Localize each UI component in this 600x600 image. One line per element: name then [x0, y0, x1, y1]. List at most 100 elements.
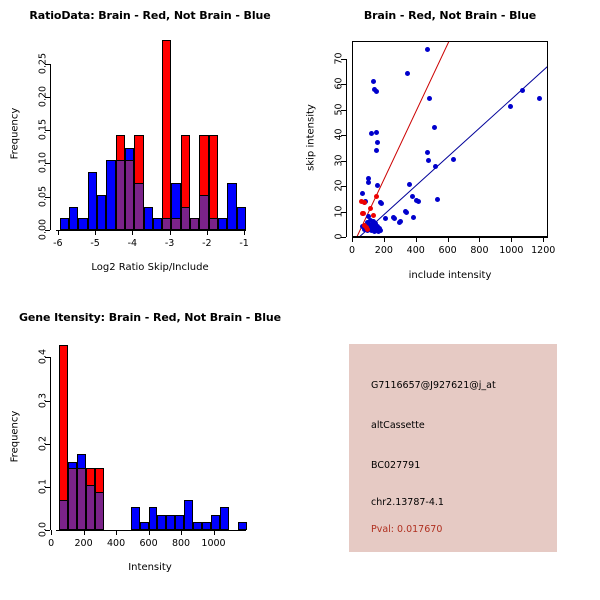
x-tick-label: 400	[107, 538, 126, 549]
scatter-point-not-brain	[366, 179, 372, 185]
gene-y-axis-line	[50, 357, 51, 530]
scatter-point-brain	[370, 212, 376, 218]
x-tick-label: 1000	[201, 538, 226, 549]
ratio-bar-overlap	[199, 195, 209, 230]
ratio-y-axis-title: Frequency	[9, 107, 21, 160]
gene-bar-not-brain	[139, 522, 149, 530]
ratio-bar-overlap	[208, 218, 219, 230]
scatter-point-not-brain	[372, 223, 378, 229]
scatter-point-not-brain	[370, 218, 376, 224]
gene-intensity-title: Gene Itensity: Brain - Red, Not Brain - …	[18, 311, 282, 324]
scatter-point-not-brain	[411, 214, 417, 220]
probe-id-text: G7116657@J927621@j_at	[371, 380, 496, 391]
x-tick	[95, 230, 97, 235]
x-tick-label: 800	[470, 245, 489, 256]
event-type-text: altCassette	[371, 420, 425, 431]
y-tick	[341, 109, 346, 111]
x-tick-label: 0	[48, 538, 55, 549]
ratio-bar-overlap	[124, 160, 135, 230]
y-tick	[45, 400, 50, 402]
y-tick	[45, 196, 50, 198]
gene-bar-not-brain	[148, 507, 158, 530]
gene-bar-not-brain	[184, 499, 194, 530]
scatter-point-not-brain	[378, 201, 384, 207]
y-tick	[45, 530, 50, 531]
scatter-point-not-brain	[435, 197, 441, 203]
scatter-point-not-brain	[409, 193, 415, 199]
ratio-x-axis-line	[56, 230, 246, 231]
y-tick-label: 0.25	[37, 52, 49, 74]
gene-bar-overlap	[94, 492, 104, 530]
scatter-point-not-brain	[432, 124, 438, 130]
x-tick-label: 200	[74, 538, 93, 549]
scatter-point-not-brain	[367, 224, 373, 230]
x-tick-label: -4	[127, 238, 138, 249]
x-tick-label: -6	[53, 238, 63, 249]
ratio-bar-not-brain	[87, 171, 97, 230]
ratio-histogram-plot-area: -6 -5 -4 -3 -2 -1 0.00 0.05 0.10 0.15 0.20 0.25	[0, 0, 300, 300]
ratio-bar-brain	[208, 134, 219, 230]
scatter-point-not-brain	[383, 216, 389, 222]
x-tick-label: -5	[90, 238, 100, 249]
x-tick	[169, 230, 171, 235]
x-tick-label: 1000	[499, 245, 524, 256]
x-tick	[181, 530, 183, 535]
y-tick	[45, 486, 50, 488]
scatter-y-axis-line	[346, 58, 347, 237]
x-tick	[213, 530, 215, 535]
ratio-bar-overlap	[190, 218, 200, 230]
scatter-point-not-brain	[374, 129, 380, 135]
gene-bar-not-brain	[211, 514, 220, 530]
ratio-bar-overlap	[171, 218, 181, 230]
y-tick	[45, 96, 50, 98]
scatter-point-not-brain	[365, 175, 371, 181]
ratio-bar-not-brain	[69, 206, 79, 230]
scatter-point-not-brain	[368, 217, 374, 223]
scatter-point-not-brain	[369, 131, 375, 137]
x-tick	[116, 530, 118, 535]
y-tick-label: 0.3	[37, 392, 49, 408]
scatter-point-not-brain	[425, 150, 431, 156]
ratio-bar-not-brain	[143, 206, 153, 230]
ratio-y-axis-line	[50, 63, 51, 230]
x-tick-label: 800	[171, 538, 191, 549]
x-tick	[206, 230, 208, 235]
gene-info-panel: G7116657@J927621@j_at altCassette BC0277…	[300, 300, 600, 600]
gene-bar-not-brain	[202, 522, 212, 530]
gene-bar-not-brain	[130, 507, 140, 530]
accession-text: BC027791	[371, 460, 421, 471]
location-text: chr2.13787-4.1	[371, 497, 444, 508]
scatter-point-not-brain	[426, 95, 432, 101]
x-tick-label: 400	[406, 245, 425, 256]
x-tick	[83, 530, 85, 535]
y-tick	[341, 84, 346, 86]
ratio-bar-not-brain	[59, 218, 70, 230]
x-tick	[132, 230, 134, 235]
y-tick	[45, 357, 50, 359]
scatter-point-not-brain	[374, 89, 380, 95]
x-tick	[543, 237, 545, 242]
x-tick-label: 0	[348, 245, 356, 256]
scatter-point-brain	[365, 227, 371, 233]
y-tick	[341, 58, 346, 60]
gene-bar-not-brain	[193, 522, 203, 530]
intensity-scatter-title: Brain - Red, Not Brain - Blue	[363, 9, 537, 22]
gene-bar-not-brain	[157, 514, 167, 530]
scatter-point-not-brain	[365, 221, 371, 227]
scatter-point-not-brain	[425, 47, 431, 53]
ratio-bar-not-brain	[227, 183, 237, 230]
scatter-point-brain	[361, 211, 367, 217]
y-tick	[45, 163, 50, 165]
gene-x-axis-title: Intensity	[128, 562, 172, 573]
x-tick	[244, 230, 246, 235]
y-tick	[341, 237, 346, 238]
y-tick	[45, 230, 50, 231]
ratio-x-axis-title: Log2 Ratio Skip/Include	[91, 262, 209, 273]
y-tick	[45, 443, 50, 445]
scatter-point-not-brain	[404, 71, 410, 77]
brain-regression-line	[353, 42, 547, 236]
gene-y-axis-title: Frequency	[9, 410, 21, 462]
y-tick	[45, 130, 50, 132]
y-tick	[341, 160, 346, 162]
